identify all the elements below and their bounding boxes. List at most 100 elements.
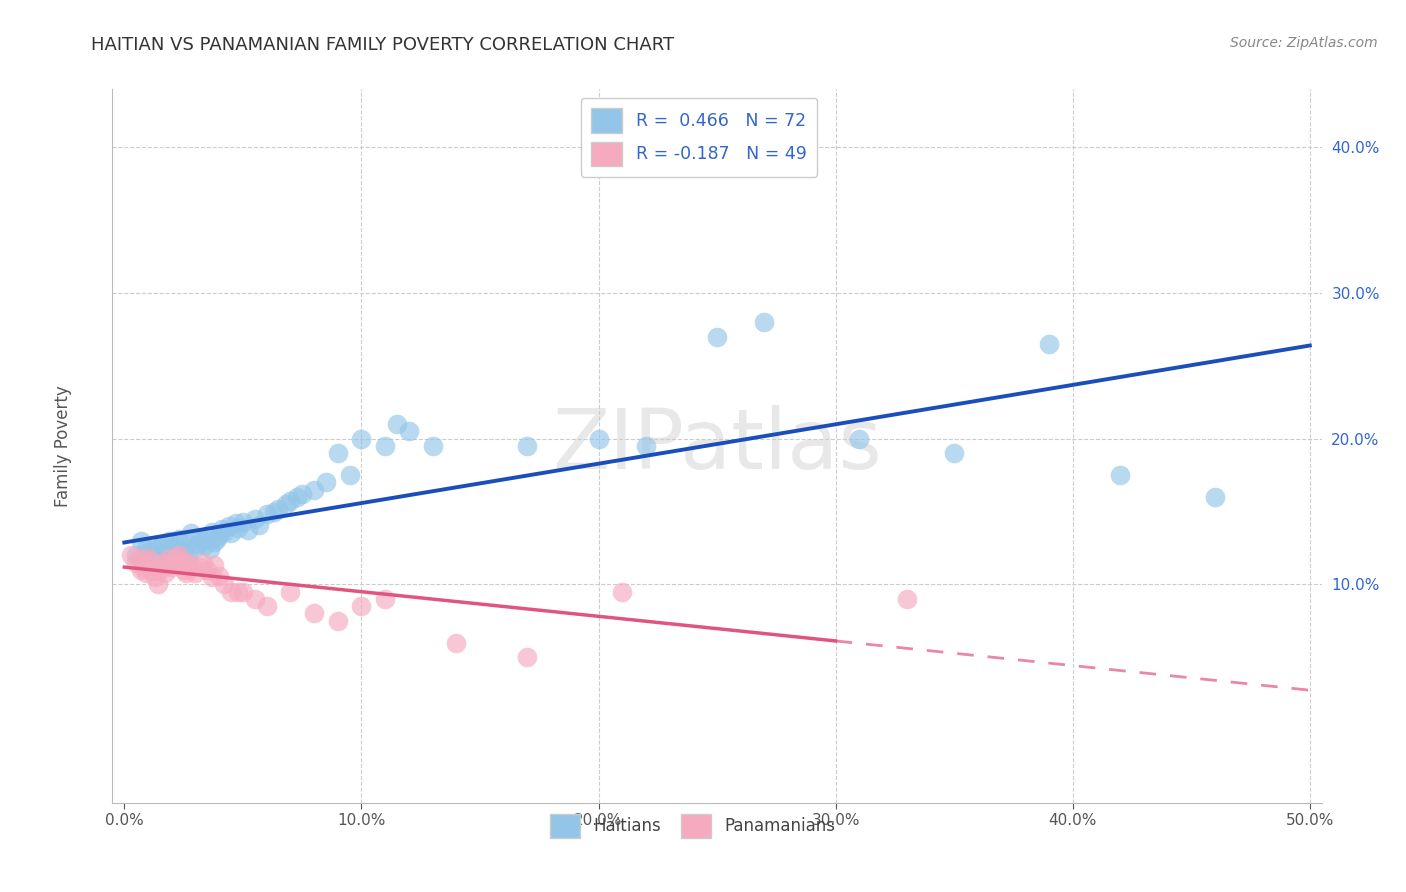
Point [146, 558, 169, 573]
Point [350, 599, 373, 614]
Point [374, 591, 396, 606]
Point [243, 591, 266, 606]
Point [249, 517, 271, 532]
Point [129, 563, 152, 577]
Point [143, 560, 166, 574]
Point [129, 533, 152, 548]
Point [150, 536, 173, 550]
Point [142, 564, 165, 578]
Point [212, 524, 235, 539]
Point [184, 541, 207, 555]
Point [160, 541, 183, 555]
Point [302, 483, 325, 497]
Point [291, 487, 314, 501]
Point [287, 490, 309, 504]
Point [194, 538, 217, 552]
Point [136, 557, 159, 571]
Text: Source: ZipAtlas.com: Source: ZipAtlas.com [1230, 36, 1378, 50]
Point [350, 432, 373, 446]
Point [398, 425, 420, 439]
Legend: Haitians, Panamanians: Haitians, Panamanians [544, 807, 842, 845]
Point [167, 548, 190, 562]
Point [374, 439, 396, 453]
Point [166, 551, 188, 566]
Point [232, 515, 254, 529]
Point [634, 439, 657, 453]
Point [139, 554, 162, 568]
Point [896, 591, 918, 606]
Point [848, 432, 870, 446]
Point [201, 524, 224, 539]
Point [170, 551, 193, 566]
Point [315, 475, 337, 490]
Point [232, 584, 254, 599]
Point [612, 584, 634, 599]
Point [191, 556, 214, 570]
Point [208, 528, 231, 542]
Point [516, 650, 538, 665]
Point [204, 558, 226, 573]
Point [174, 535, 197, 549]
Point [943, 446, 966, 460]
Point [205, 532, 228, 546]
Point [153, 554, 176, 568]
Point [422, 439, 444, 453]
Point [180, 558, 202, 573]
Point [139, 549, 162, 564]
Point [157, 533, 180, 548]
Point [219, 584, 242, 599]
Point [278, 584, 301, 599]
Point [278, 494, 301, 508]
Point [135, 566, 157, 580]
Point [195, 529, 218, 543]
Point [163, 545, 186, 559]
Point [174, 566, 197, 580]
Point [706, 330, 728, 344]
Point [263, 504, 285, 518]
Point [142, 547, 165, 561]
Point [236, 524, 259, 538]
Point [143, 570, 166, 584]
Point [326, 614, 349, 628]
Point [120, 548, 142, 562]
Point [204, 535, 226, 549]
Point [177, 548, 200, 562]
Point [156, 549, 179, 564]
Point [218, 519, 240, 533]
Point [211, 522, 233, 536]
Point [195, 563, 218, 577]
Point [188, 560, 211, 574]
Point [446, 635, 468, 649]
Point [302, 607, 325, 621]
Point [188, 531, 211, 545]
Point [208, 568, 231, 582]
Point [1038, 337, 1060, 351]
Point [143, 542, 166, 557]
Point [136, 545, 159, 559]
Point [385, 417, 408, 432]
Point [160, 560, 183, 574]
Point [167, 532, 190, 546]
Point [187, 536, 209, 550]
Point [1109, 468, 1132, 483]
Point [219, 526, 242, 541]
Point [201, 570, 224, 584]
Point [132, 556, 155, 570]
Text: ZIPatlas: ZIPatlas [553, 406, 882, 486]
Point [198, 542, 221, 557]
Point [149, 540, 172, 554]
Point [177, 556, 200, 570]
Point [125, 556, 148, 570]
Point [153, 566, 176, 580]
Point [146, 577, 169, 591]
Point [132, 560, 155, 574]
Point [135, 541, 157, 555]
Point [243, 512, 266, 526]
Point [226, 520, 249, 534]
Point [128, 551, 150, 566]
Point [170, 554, 193, 568]
Point [226, 584, 249, 599]
Point [150, 556, 173, 570]
Point [173, 563, 195, 577]
Point [326, 446, 349, 460]
